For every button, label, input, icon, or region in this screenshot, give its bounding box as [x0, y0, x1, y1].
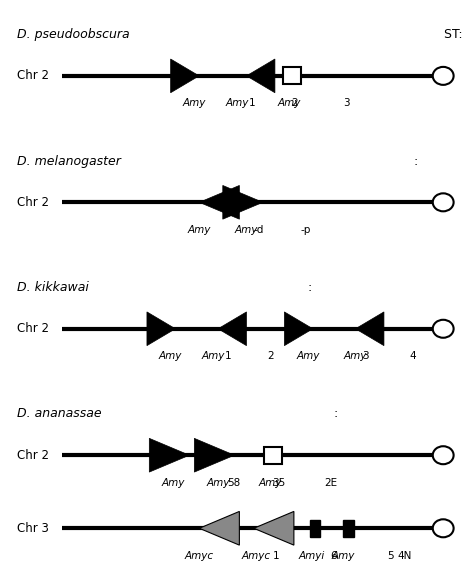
Text: 1: 1 [248, 98, 255, 108]
Text: Amy: Amy [159, 351, 182, 361]
Ellipse shape [433, 446, 454, 464]
Text: 2: 2 [267, 351, 274, 361]
Text: 2E: 2E [324, 478, 337, 488]
Text: 1: 1 [273, 551, 280, 561]
Text: D. kikkawai: D. kikkawai [17, 281, 89, 294]
Bar [310, 520, 320, 537]
Text: Amy: Amy [187, 225, 210, 235]
Text: 3: 3 [362, 351, 369, 361]
Text: 2: 2 [291, 98, 298, 108]
Text: :: : [308, 281, 312, 294]
Text: 1: 1 [225, 351, 231, 361]
Text: Amy: Amy [277, 98, 301, 108]
Text: Amyi: Amyi [299, 551, 325, 561]
Polygon shape [199, 185, 239, 219]
Polygon shape [147, 312, 175, 346]
Polygon shape [284, 312, 313, 346]
Ellipse shape [433, 320, 454, 338]
Bar [283, 67, 301, 84]
Text: 5: 5 [387, 551, 393, 561]
Polygon shape [223, 185, 263, 219]
Text: Amy: Amy [225, 98, 248, 108]
Bar [264, 447, 282, 464]
Text: Amy: Amy [206, 478, 229, 488]
Text: 4N: 4N [398, 551, 412, 561]
Text: Chr 2: Chr 2 [17, 448, 49, 462]
Text: Chr 2: Chr 2 [17, 196, 49, 209]
Text: Amy: Amy [182, 98, 206, 108]
Text: D. ananassae: D. ananassae [17, 407, 101, 420]
Ellipse shape [433, 67, 454, 85]
Text: 58: 58 [228, 478, 240, 488]
Text: Chr 3: Chr 3 [17, 522, 48, 535]
Bar [343, 520, 354, 537]
Text: :: : [334, 407, 338, 420]
Text: ST:: ST: [440, 28, 463, 41]
Text: Amy: Amy [201, 351, 225, 361]
Text: -d: -d [253, 225, 264, 235]
Text: Chr 2: Chr 2 [17, 69, 49, 83]
Polygon shape [254, 511, 294, 545]
Text: 6: 6 [330, 551, 337, 561]
Text: Chr 2: Chr 2 [17, 322, 49, 336]
Polygon shape [199, 511, 239, 545]
Text: Amyc: Amyc [242, 551, 271, 561]
Text: 4: 4 [410, 351, 416, 361]
Polygon shape [194, 438, 234, 472]
Text: Amy: Amy [161, 478, 184, 488]
Text: Amy: Amy [258, 478, 282, 488]
Text: Amy: Amy [332, 551, 355, 561]
Text: D. pseudoobscura: D. pseudoobscura [17, 28, 129, 41]
Text: 3: 3 [343, 98, 350, 108]
Ellipse shape [433, 193, 454, 211]
Text: D. melanogaster: D. melanogaster [17, 155, 120, 167]
Text: Amy: Amy [235, 225, 258, 235]
Text: Amyc: Amyc [185, 551, 214, 561]
Polygon shape [356, 312, 384, 346]
Text: :: : [413, 155, 418, 167]
Polygon shape [149, 438, 189, 472]
Polygon shape [171, 59, 199, 93]
Polygon shape [246, 59, 275, 93]
Text: 35: 35 [272, 478, 285, 488]
Text: Amy: Amy [344, 351, 367, 361]
Ellipse shape [433, 519, 454, 537]
Text: Amy: Amy [296, 351, 319, 361]
Polygon shape [218, 312, 246, 346]
Text: -p: -p [301, 225, 311, 235]
